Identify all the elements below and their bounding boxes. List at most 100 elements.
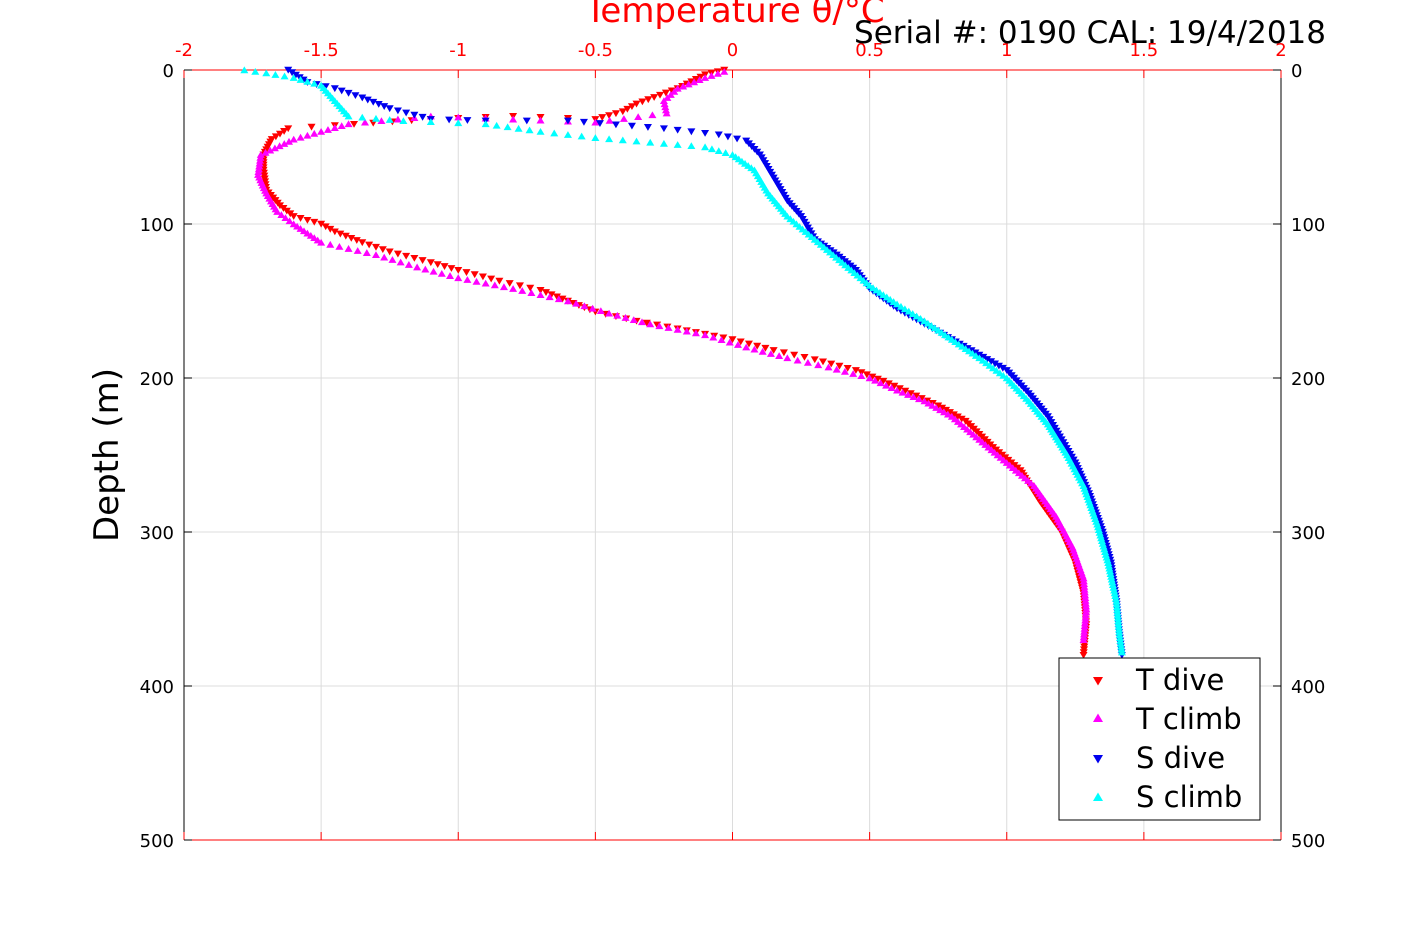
data-point: [707, 145, 716, 153]
data-point: [399, 117, 408, 125]
data-point: [1115, 631, 1124, 639]
data-point: [687, 142, 696, 150]
data-point: [577, 132, 586, 140]
data-point: [862, 371, 871, 379]
data-point: [284, 66, 293, 74]
data-point: [783, 354, 792, 362]
data-point: [275, 142, 284, 150]
data-point: [605, 135, 614, 143]
data-point: [605, 112, 614, 120]
data-point: [849, 370, 858, 377]
data-point: [374, 100, 383, 108]
data-point: [627, 103, 636, 111]
data-point: [281, 214, 290, 222]
data-point: [648, 111, 657, 119]
data-point: [893, 386, 902, 394]
data-point: [646, 320, 655, 328]
data-point: [289, 213, 298, 220]
data-point: [470, 271, 479, 279]
data-point: [1111, 592, 1120, 599]
data-point: [550, 129, 559, 137]
legend-label-t-dive: T dive: [1135, 663, 1224, 697]
data-point: [563, 131, 572, 138]
data-point: [682, 327, 691, 335]
legend-marker: [1093, 755, 1103, 764]
data-point: [687, 128, 696, 136]
data-point: [909, 393, 918, 400]
data-point: [344, 245, 353, 252]
data-point: [337, 87, 346, 95]
data-point: [673, 325, 682, 333]
data-point: [800, 354, 809, 361]
data-point: [957, 415, 966, 423]
data-point: [353, 247, 362, 254]
data-point: [371, 114, 380, 122]
y-tick-label-left: 100: [140, 215, 174, 236]
data-point: [721, 149, 730, 156]
data-point: [1105, 564, 1114, 572]
data-point: [492, 121, 501, 129]
data-point: [733, 341, 742, 348]
data-point: [536, 128, 545, 135]
data-point: [351, 92, 360, 100]
data-point: [335, 242, 344, 250]
data-point: [928, 401, 937, 409]
data-point: [495, 277, 504, 285]
data-point: [303, 131, 312, 139]
data-point: [437, 269, 446, 277]
data-point: [779, 349, 788, 357]
data-point: [330, 124, 339, 131]
series-s-climb: [240, 66, 1126, 656]
data-point: [330, 228, 339, 236]
data-point: [1117, 648, 1126, 656]
x-tick-label: -1: [449, 40, 467, 61]
data-point: [418, 257, 427, 264]
data-point: [363, 96, 372, 104]
data-point: [310, 129, 319, 137]
data-point: [284, 125, 293, 133]
data-point: [1111, 594, 1120, 602]
data-point: [445, 116, 454, 124]
data-point: [994, 362, 1003, 370]
data-point: [728, 336, 737, 344]
data-point: [563, 297, 572, 305]
legend: T dive T climb S dive S climb: [1058, 657, 1261, 821]
data-point: [638, 98, 647, 106]
data-point: [380, 253, 389, 261]
legend-box: [1058, 657, 1261, 821]
data-point: [509, 115, 518, 123]
data-point: [1079, 636, 1088, 643]
data-point: [611, 110, 620, 118]
data-point: [632, 100, 641, 108]
data-point: [650, 94, 659, 101]
data-point: [634, 113, 643, 121]
data-point: [402, 109, 411, 117]
data-point: [410, 111, 419, 119]
data-point: [385, 116, 394, 123]
data-point: [378, 246, 387, 254]
data-point: [454, 274, 463, 282]
data-point: [518, 287, 527, 294]
data-point: [827, 360, 836, 368]
data-point: [588, 304, 597, 312]
y-tick-label-left: 300: [140, 523, 174, 544]
x-tick-label: 0: [727, 40, 738, 61]
data-point: [621, 314, 630, 321]
data-point: [744, 340, 753, 348]
x-tick-label: -2: [175, 40, 193, 61]
data-point: [377, 117, 386, 125]
data-point: [341, 232, 350, 240]
data-point: [924, 399, 933, 407]
data-point: [766, 350, 775, 357]
data-point: [1115, 628, 1124, 636]
data-point: [326, 240, 335, 248]
data-point: [350, 121, 359, 128]
data-point: [326, 225, 335, 233]
data-point: [898, 388, 907, 396]
data-point: [310, 79, 319, 87]
data-point: [643, 124, 652, 131]
data-point: [563, 117, 572, 125]
data-point: [660, 100, 669, 108]
data-point: [402, 252, 411, 260]
